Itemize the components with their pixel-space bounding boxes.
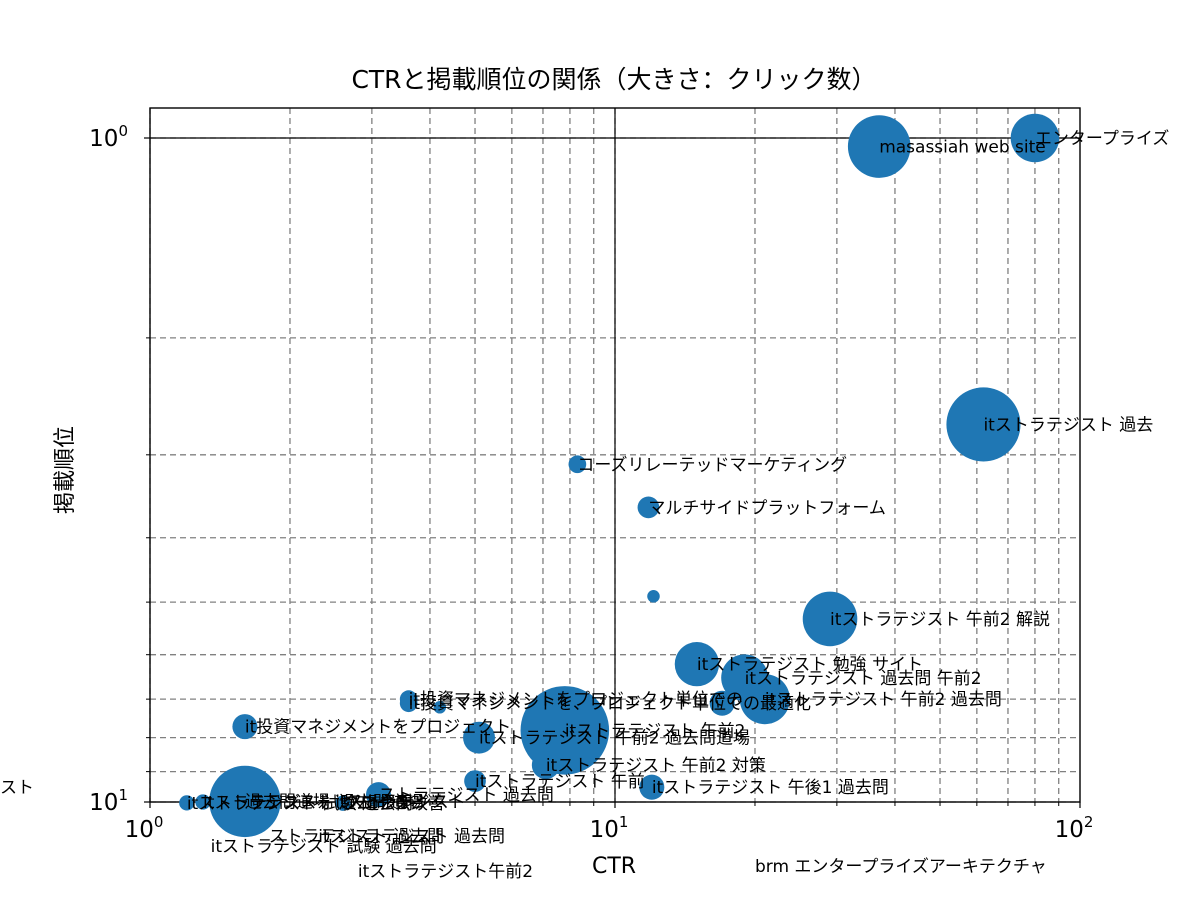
- data-point: [647, 590, 660, 603]
- data-points: [179, 113, 1060, 838]
- point-label: itストラテジスト 午前2 過去問道場: [479, 729, 750, 749]
- annotation-label: itストラテジスト 過去問: [318, 827, 505, 847]
- data-point: [464, 770, 486, 792]
- data-point: [637, 496, 660, 519]
- y-tick-base: 10: [89, 790, 118, 816]
- data-point: [1010, 113, 1060, 163]
- x-tick-base: 10: [125, 817, 154, 843]
- data-point: [847, 115, 911, 178]
- point-label: itストラテジスト 勉強 サイト: [697, 655, 923, 675]
- data-point: [433, 701, 447, 714]
- point-label: itストラテジスト 過去: [983, 415, 1153, 435]
- y-axis-label: 掲載順位: [53, 426, 78, 514]
- data-point: [399, 694, 418, 713]
- data-point: [232, 714, 258, 740]
- data-point: [946, 387, 1021, 462]
- x-tick-exp: 1: [619, 813, 629, 831]
- annotation-label: brm エンタープライズアーキテクチャ: [755, 857, 1047, 877]
- point-label: itストラテジスト 午前2 対策: [546, 756, 766, 776]
- data-point: [463, 721, 495, 754]
- point-label: itストラテジスト 午後1 過去問: [652, 778, 889, 798]
- point-label: it投資マネジメントをプロジェクト単位での: [409, 690, 743, 710]
- annotation-label: itストラテジスト 試験 過去問: [211, 837, 437, 857]
- x-tick-label: 102: [1055, 813, 1094, 843]
- data-point: [335, 795, 351, 811]
- y-tick-label: 100: [89, 122, 128, 152]
- x-tick-exp: 2: [1084, 813, 1094, 831]
- point-label: masassiah web site: [879, 138, 1046, 158]
- x-tick-label: 101: [590, 813, 629, 843]
- data-point: [739, 674, 790, 725]
- x-tick-label: 100: [125, 813, 164, 843]
- x-axis-label: CTR: [592, 854, 636, 879]
- data-point: [179, 795, 195, 811]
- point-label: it投資マネジメントを、プロジェクト単位での最適化: [409, 694, 811, 714]
- data-point: [802, 591, 858, 647]
- x-tick-base: 10: [1055, 817, 1084, 843]
- annotation-label: ストラテジスト 過去問: [269, 827, 444, 847]
- point-label: itストラテジスト 午前2 過去問: [765, 690, 1002, 710]
- y-tick-exp: 0: [118, 122, 128, 140]
- annotation-label: itストラテジスト午前2: [358, 862, 533, 882]
- data-point: [568, 455, 587, 474]
- point-label: itストラテジスト 午前2 解説: [830, 610, 1050, 630]
- data-point: [365, 782, 392, 808]
- point-label: itストラテジスト 試験 過去問: [187, 794, 413, 814]
- data-point: [639, 774, 665, 800]
- grid-lines: [149, 108, 1080, 803]
- point-label: エンタープライズ: [1035, 129, 1169, 149]
- point-label: itストラテジスト 午前: [475, 772, 645, 792]
- y-tick-base: 10: [89, 126, 118, 152]
- data-point: [209, 765, 281, 838]
- point-label: ストラテジスト 過去問: [378, 786, 553, 806]
- point-label: プロセス改善: [343, 794, 445, 814]
- data-point: [195, 794, 211, 810]
- data-point: [531, 751, 560, 780]
- point-label: 過去問道場 itストラテジスト: [245, 792, 466, 812]
- point-label: itストラテジスト 過去問道場: [203, 793, 424, 813]
- point-label: itストラテジスト 午前2: [565, 721, 746, 741]
- y-tick-exp: 1: [118, 786, 128, 804]
- x-tick-exp: 0: [154, 813, 164, 831]
- annotation-label: スト: [0, 778, 34, 798]
- chart-title: CTRと掲載順位の関係（大きさ：クリック数）: [351, 65, 876, 94]
- point-label: itストラテジスト 過去問 午前2: [745, 669, 982, 689]
- data-point: [674, 642, 720, 687]
- point-label: マルチサイドプラットフォーム: [648, 498, 886, 518]
- point-label: コーズリレーテッドマーケティング: [577, 455, 847, 475]
- y-tick-label: 101: [89, 786, 128, 816]
- data-point: [709, 690, 735, 716]
- x-tick-base: 10: [590, 817, 619, 843]
- point-label: it投資マネジメントをプロジェクト: [245, 718, 511, 738]
